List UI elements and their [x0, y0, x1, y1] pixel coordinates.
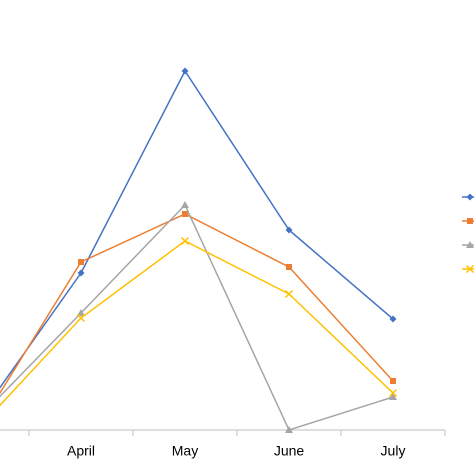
data-point: [76, 313, 86, 323]
data-point: [182, 211, 188, 217]
data-point: [286, 264, 292, 270]
x-tick-label: July: [381, 443, 406, 459]
data-point: [388, 388, 398, 398]
data-point: [77, 269, 85, 277]
data-point: [285, 226, 293, 234]
x-tick-label: May: [172, 443, 198, 459]
series-line: [0, 69, 394, 389]
data-point: [181, 201, 189, 208]
data-point: [284, 289, 294, 299]
legend-marker: [465, 264, 474, 274]
data-point: [389, 393, 397, 400]
data-point: [285, 426, 293, 433]
x-tick-label: June: [274, 443, 305, 459]
data-point: [389, 315, 397, 323]
x-tick-label: April: [67, 443, 95, 459]
data-point: [181, 67, 189, 75]
legend-marker: [466, 241, 474, 248]
series-line: [0, 203, 394, 431]
data-point: [390, 378, 396, 384]
data-point: [77, 309, 85, 316]
data-point: [180, 236, 190, 246]
legend-marker: [467, 218, 473, 224]
data-point: [78, 259, 84, 265]
legend-marker: [466, 193, 474, 201]
